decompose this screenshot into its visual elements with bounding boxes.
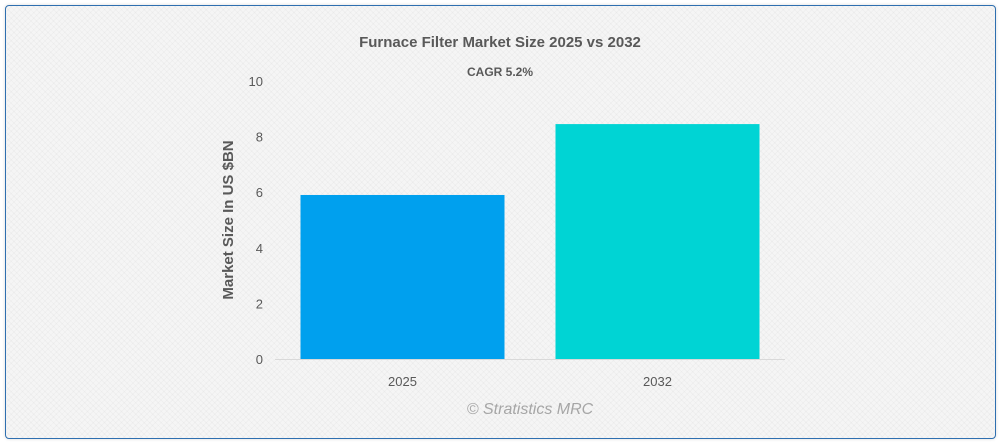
bars-group: [300, 124, 760, 359]
y-tick-label: 8: [256, 130, 263, 145]
chart-subtitle: CAGR 5.2%: [467, 65, 533, 79]
y-tick-label: 10: [249, 74, 263, 89]
bar-2032: [555, 124, 760, 359]
y-tick-label: 4: [256, 241, 263, 256]
y-tick-label: 6: [256, 185, 263, 200]
y-tick-label: 2: [256, 296, 263, 311]
y-axis-label: Market Size In US $BN: [220, 140, 237, 299]
y-tick-label: 0: [256, 352, 263, 367]
chart-title: Furnace Filter Market Size 2025 vs 2032: [359, 34, 641, 51]
x-tick-label: 2032: [643, 374, 672, 389]
x-axis-ticks: 2025 2032: [388, 374, 672, 389]
watermark-text: © Stratistics MRC: [467, 401, 594, 418]
y-axis-ticks: 0 2 4 6 8 10: [249, 74, 263, 367]
x-tick-label: 2025: [388, 374, 417, 389]
bar-2025: [300, 194, 505, 359]
